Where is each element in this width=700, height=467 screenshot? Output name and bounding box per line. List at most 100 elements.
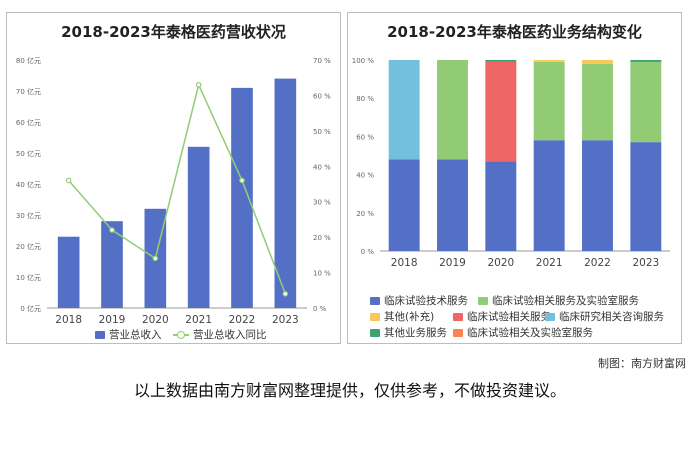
legend-item[interactable]: 临床试验技术服务	[370, 293, 468, 308]
stacked-bar-segment	[533, 140, 565, 251]
stacked-bar-segment	[630, 60, 662, 62]
y-left-tick-label: 0 亿元	[20, 304, 41, 313]
y-right-tick-label: 0 %	[313, 305, 327, 313]
x-tick-label: 2020	[487, 257, 514, 269]
yoy-growth-point	[65, 177, 72, 184]
legend-item[interactable]: 临床研究相关咨询服务	[545, 309, 664, 324]
legend-label: 临床研究相关咨询服务	[559, 311, 664, 323]
x-tick-label: 2019	[439, 257, 466, 269]
yoy-growth-point	[109, 227, 115, 233]
chart-credit: 制图：南方财富网	[598, 357, 686, 370]
x-tick-label: 2018	[55, 314, 82, 326]
stacked-bar-segment	[533, 61, 565, 141]
stacked-bar-segment	[630, 142, 662, 251]
revenue-chart-legend: 营业总收入 营业总收入同比	[7, 325, 340, 341]
legend-swatch	[453, 328, 463, 337]
y-tick-label: 40 %	[356, 172, 374, 180]
yoy-growth-point	[239, 177, 245, 184]
y-tick-label: 60 %	[356, 133, 374, 141]
y-tick-label: 80 %	[356, 95, 374, 103]
revenue-bar	[57, 236, 80, 308]
x-tick-label: 2022	[584, 257, 611, 269]
x-tick-label: 2021	[536, 257, 563, 269]
y-right-tick-label: 30 %	[313, 199, 331, 207]
legend-swatch	[95, 330, 105, 339]
stacked-bar-segment	[437, 60, 468, 160]
legend-label: 营业总收入	[109, 329, 162, 341]
structure-chart-panel: 2018-2023年泰格医药业务结构变化 0 % 20 % 40 % 60 % 80 %…	[347, 12, 682, 344]
legend-item[interactable]: 临床试验相关服务及实验室服务	[478, 293, 639, 308]
legend-label: 临床试验技术服务	[384, 295, 468, 307]
y-right-tick-label: 10 %	[313, 270, 331, 278]
y-left-tick-label: 30 亿元	[16, 211, 41, 220]
y-left-tick-label: 40 亿元	[16, 180, 41, 189]
stacked-bar-segment	[485, 60, 517, 62]
stacked-bar-segment	[533, 60, 565, 62]
stacked-bar-segment	[630, 61, 662, 143]
revenue-bar	[274, 78, 297, 308]
revenue-bar	[187, 146, 210, 308]
stacked-bar-segment	[485, 161, 517, 251]
legend-label: 营业总收入同比	[193, 329, 267, 341]
stacked-bar-segment	[582, 60, 613, 64]
stacked-bar-segment	[388, 159, 420, 251]
legend-label: 临床试验相关服务	[467, 311, 551, 323]
y-tick-label: 100 %	[352, 57, 375, 65]
yoy-growth-point	[195, 82, 202, 88]
legend-swatch	[370, 328, 380, 337]
y-tick-label: 0 %	[361, 248, 375, 256]
legend-swatch	[545, 312, 555, 321]
yoy-growth-point	[282, 291, 289, 297]
x-tick-label: 2022	[229, 314, 256, 326]
y-left-tick-label: 60 亿元	[16, 118, 41, 127]
stacked-bar-segment	[485, 61, 517, 162]
yoy-growth-line	[68, 82, 287, 295]
legend-line-swatch	[173, 330, 189, 339]
y-right-tick-label: 70 %	[313, 57, 331, 65]
revenue-chart-title: 2018-2023年泰格医药营收状况	[61, 23, 286, 41]
structure-chart-legend: 临床试验技术服务 临床试验相关服务及实验室服务其他(补充) 临床试验相关服务 临床研究…	[348, 293, 681, 343]
y-left-tick-label: 50 亿元	[16, 149, 41, 158]
legend-item-yoy[interactable]: 营业总收入同比	[173, 327, 267, 342]
stacked-bar-segment	[582, 140, 613, 251]
y-left-tick-label: 10 亿元	[16, 273, 41, 282]
revenue-chart-svg: 0 亿元 10 亿元 20 亿元 30 亿元 40 亿元 50 亿元 60 亿元 70 亿元 8…	[16, 56, 331, 326]
stacked-bar-segment	[388, 60, 420, 160]
y-right-tick-label: 20 %	[313, 234, 331, 242]
y-tick-label: 20 %	[356, 210, 374, 218]
revenue-chart-panel: 2018-2023年泰格医药营收状况 0 亿元 10 亿元 20 亿元 30 亿元 40…	[6, 12, 341, 344]
legend-item[interactable]: 临床试验相关服务	[453, 309, 551, 324]
x-tick-label: 2019	[99, 314, 126, 326]
yoy-growth-point	[152, 255, 159, 262]
y-left-tick-label: 20 亿元	[16, 242, 41, 251]
y-right-tick-label: 40 %	[313, 163, 331, 171]
x-tick-label: 2018	[391, 257, 418, 269]
x-tick-label: 2023	[632, 257, 659, 269]
legend-label: 其他业务服务	[384, 327, 447, 339]
stacked-bar-segment	[437, 159, 468, 251]
stacked-bar-segment	[582, 63, 613, 141]
legend-swatch	[370, 312, 380, 321]
structure-chart-title: 2018-2023年泰格医药业务结构变化	[387, 23, 642, 41]
y-left-tick-label: 70 亿元	[16, 87, 41, 96]
x-tick-label: 2021	[185, 314, 212, 326]
legend-label: 临床试验相关服务及实验室服务	[492, 295, 639, 307]
legend-label: 临床试验相关及实验室服务	[467, 327, 593, 339]
legend-swatch	[453, 312, 463, 321]
revenue-bar	[101, 221, 123, 308]
y-right-tick-label: 50 %	[313, 128, 331, 136]
y-left-tick-label: 80 亿元	[16, 56, 41, 65]
y-right-tick-label: 60 %	[313, 92, 331, 100]
x-tick-label: 2020	[142, 314, 169, 326]
x-tick-label: 2023	[272, 314, 299, 326]
structure-chart-svg: 0 % 20 % 40 % 60 % 80 % 100 % 2018 2019 2020 2021…	[352, 57, 670, 269]
legend-item[interactable]: 其他业务服务	[370, 325, 447, 340]
legend-item-revenue[interactable]: 营业总收入	[95, 327, 162, 342]
legend-swatch	[370, 296, 380, 305]
legend-item[interactable]: 临床试验相关及实验室服务	[453, 325, 593, 340]
revenue-bar	[231, 87, 253, 309]
legend-item[interactable]: 其他(补充)	[370, 309, 434, 324]
legend-label: 其他(补充)	[384, 311, 435, 323]
legend-swatch	[478, 296, 488, 305]
disclaimer-text: 以上数据由南方财富网整理提供，仅供参考，不做投资建议。	[133, 381, 566, 400]
